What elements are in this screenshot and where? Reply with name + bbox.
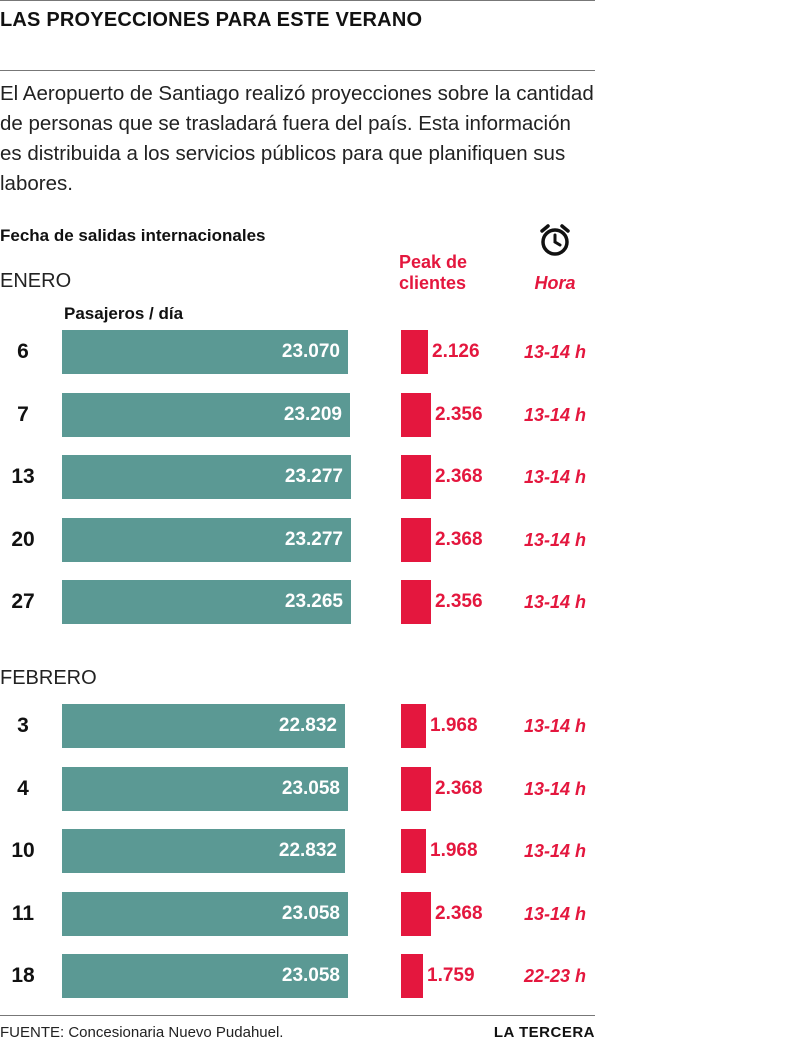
- passengers-bar: 23.058: [62, 892, 348, 936]
- hour-value: 22-23 h: [523, 966, 587, 986]
- dates-header: Fecha de salidas internacionales: [0, 226, 266, 245]
- passengers-bar: 23.058: [62, 954, 348, 998]
- hour-value: 13-14 h: [523, 405, 587, 425]
- passengers-bar: 23.277: [62, 455, 351, 499]
- passengers-bar: 23.070: [62, 330, 348, 374]
- peak-value: 1.759: [427, 965, 475, 986]
- peak-bar: [401, 767, 431, 811]
- passengers-bar: 22.832: [62, 829, 345, 873]
- hour-value: 13-14 h: [523, 342, 587, 362]
- month-label-enero: ENERO: [0, 270, 72, 292]
- hour-value: 13-14 h: [523, 841, 587, 861]
- peak-bar: [401, 330, 428, 374]
- day-label: 10: [11, 839, 35, 862]
- brand-logo: LA TERCERA: [493, 1024, 595, 1041]
- hour-value: 13-14 h: [523, 904, 587, 924]
- passengers-bar: 23.265: [62, 580, 351, 624]
- passengers-value: 23.209: [283, 404, 342, 425]
- peak-bar: [401, 704, 426, 748]
- day-label: 20: [11, 528, 35, 551]
- passengers-bar: 23.277: [62, 518, 351, 562]
- hour-header: Hora: [534, 273, 576, 293]
- peak-bar: [401, 455, 431, 499]
- day-label: 6: [17, 340, 29, 363]
- intro-text: El Aeropuerto de Santiago realizó proyec…: [0, 82, 594, 195]
- day-label: 18: [11, 964, 35, 987]
- peak-value: 2.356: [435, 591, 483, 612]
- day-label: 3: [17, 714, 29, 737]
- hour-value: 13-14 h: [523, 592, 587, 612]
- day-label: 13: [11, 465, 35, 488]
- peak-bar: [401, 829, 426, 873]
- peak-value: 2.368: [435, 529, 483, 550]
- title-rule: [0, 70, 595, 71]
- source-note: FUENTE: Concesionaria Nuevo Pudahuel.: [0, 1024, 284, 1041]
- day-label: 4: [17, 777, 29, 800]
- passengers-value: 23.070: [281, 341, 340, 362]
- footer-rule: [0, 1015, 595, 1016]
- peak-bar: [401, 954, 423, 998]
- alarm-clock-icon: [540, 224, 570, 256]
- peak-header-line1: Peak de: [399, 252, 468, 272]
- hour-value: 13-14 h: [523, 467, 587, 487]
- day-label: 7: [17, 403, 29, 426]
- passengers-value: 23.277: [284, 466, 343, 487]
- peak-bar: [401, 892, 431, 936]
- passengers-bar: 23.058: [62, 767, 348, 811]
- passengers-bar: 22.832: [62, 704, 345, 748]
- peak-value: 1.968: [430, 715, 478, 736]
- day-label: 11: [11, 902, 35, 925]
- peak-bar: [401, 393, 431, 437]
- passengers-value: 22.832: [278, 715, 337, 736]
- hour-value: 13-14 h: [523, 530, 587, 550]
- peak-value: 2.368: [435, 778, 483, 799]
- month-label-febrero: FEBRERO: [0, 667, 97, 689]
- day-label: 27: [11, 590, 35, 613]
- passengers-bar: 23.209: [62, 393, 350, 437]
- peak-value: 2.126: [432, 341, 480, 362]
- passengers-value: 23.265: [284, 591, 343, 612]
- passengers-value: 22.832: [278, 840, 337, 861]
- passengers-header: Pasajeros / día: [64, 304, 184, 323]
- passengers-value: 23.277: [284, 529, 343, 550]
- hour-value: 13-14 h: [523, 716, 587, 736]
- peak-header-line2: clientes: [399, 273, 467, 293]
- peak-bar: [401, 518, 431, 562]
- passengers-value: 23.058: [281, 965, 340, 986]
- hour-value: 13-14 h: [523, 779, 587, 799]
- top-rule: [0, 0, 595, 1]
- page-title: LAS PROYECCIONES PARA ESTE VERANO: [0, 9, 423, 31]
- passengers-value: 23.058: [281, 903, 340, 924]
- peak-value: 1.968: [430, 840, 478, 861]
- passengers-value: 23.058: [281, 778, 340, 799]
- peak-bar: [401, 580, 431, 624]
- peak-value: 2.368: [435, 903, 483, 924]
- peak-value: 2.356: [435, 404, 483, 425]
- peak-value: 2.368: [435, 466, 483, 487]
